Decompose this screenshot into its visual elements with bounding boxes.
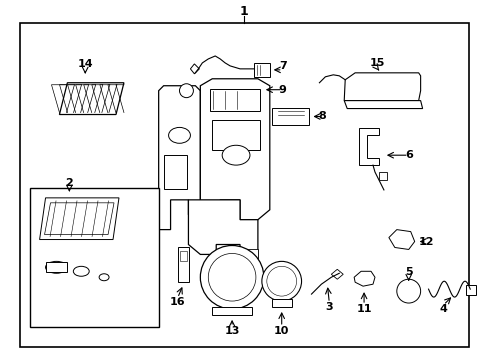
Circle shape bbox=[396, 279, 420, 303]
Text: 9: 9 bbox=[278, 85, 286, 95]
Text: 14: 14 bbox=[77, 59, 93, 69]
Bar bbox=[212, 307, 251, 315]
Bar bbox=[212, 121, 259, 150]
Polygon shape bbox=[60, 83, 123, 114]
Text: 3: 3 bbox=[325, 302, 332, 312]
Bar bbox=[378, 172, 386, 180]
Polygon shape bbox=[188, 200, 257, 260]
Bar bbox=[271, 108, 309, 125]
Ellipse shape bbox=[45, 261, 67, 273]
Ellipse shape bbox=[73, 266, 89, 276]
Circle shape bbox=[200, 246, 264, 309]
Polygon shape bbox=[40, 198, 119, 239]
Bar bbox=[253, 63, 269, 77]
Ellipse shape bbox=[179, 84, 193, 98]
Text: 4: 4 bbox=[439, 304, 447, 314]
Polygon shape bbox=[353, 271, 374, 286]
Circle shape bbox=[266, 266, 296, 296]
Bar bbox=[244, 249, 257, 260]
Ellipse shape bbox=[99, 274, 109, 281]
Text: 8: 8 bbox=[318, 112, 325, 121]
Ellipse shape bbox=[222, 145, 249, 165]
Bar bbox=[245, 84, 262, 95]
Polygon shape bbox=[331, 269, 343, 279]
Text: 13: 13 bbox=[224, 326, 239, 336]
Text: 15: 15 bbox=[368, 58, 384, 68]
Polygon shape bbox=[158, 86, 200, 230]
Text: 7: 7 bbox=[278, 61, 286, 71]
Polygon shape bbox=[200, 79, 269, 230]
Bar bbox=[45, 262, 67, 272]
Bar bbox=[179, 251, 187, 261]
Bar bbox=[30, 188, 158, 327]
Circle shape bbox=[208, 253, 255, 301]
Text: 12: 12 bbox=[418, 237, 433, 247]
Text: 2: 2 bbox=[65, 178, 73, 188]
Text: 6: 6 bbox=[404, 150, 412, 160]
Bar bbox=[271, 299, 291, 307]
Bar bbox=[177, 247, 189, 282]
Bar bbox=[247, 86, 252, 93]
Bar bbox=[466, 285, 475, 295]
Circle shape bbox=[262, 261, 301, 301]
Polygon shape bbox=[344, 100, 422, 109]
Bar bbox=[163, 155, 187, 189]
Polygon shape bbox=[190, 64, 199, 74]
Polygon shape bbox=[344, 73, 420, 100]
Ellipse shape bbox=[168, 127, 190, 143]
Text: 10: 10 bbox=[273, 326, 289, 336]
Polygon shape bbox=[388, 230, 414, 249]
Polygon shape bbox=[358, 129, 378, 165]
Text: 1: 1 bbox=[239, 5, 248, 18]
Polygon shape bbox=[44, 203, 114, 235]
Bar bbox=[210, 89, 259, 111]
Text: 5: 5 bbox=[404, 267, 412, 277]
Text: 11: 11 bbox=[356, 304, 371, 314]
Text: 16: 16 bbox=[169, 297, 185, 307]
